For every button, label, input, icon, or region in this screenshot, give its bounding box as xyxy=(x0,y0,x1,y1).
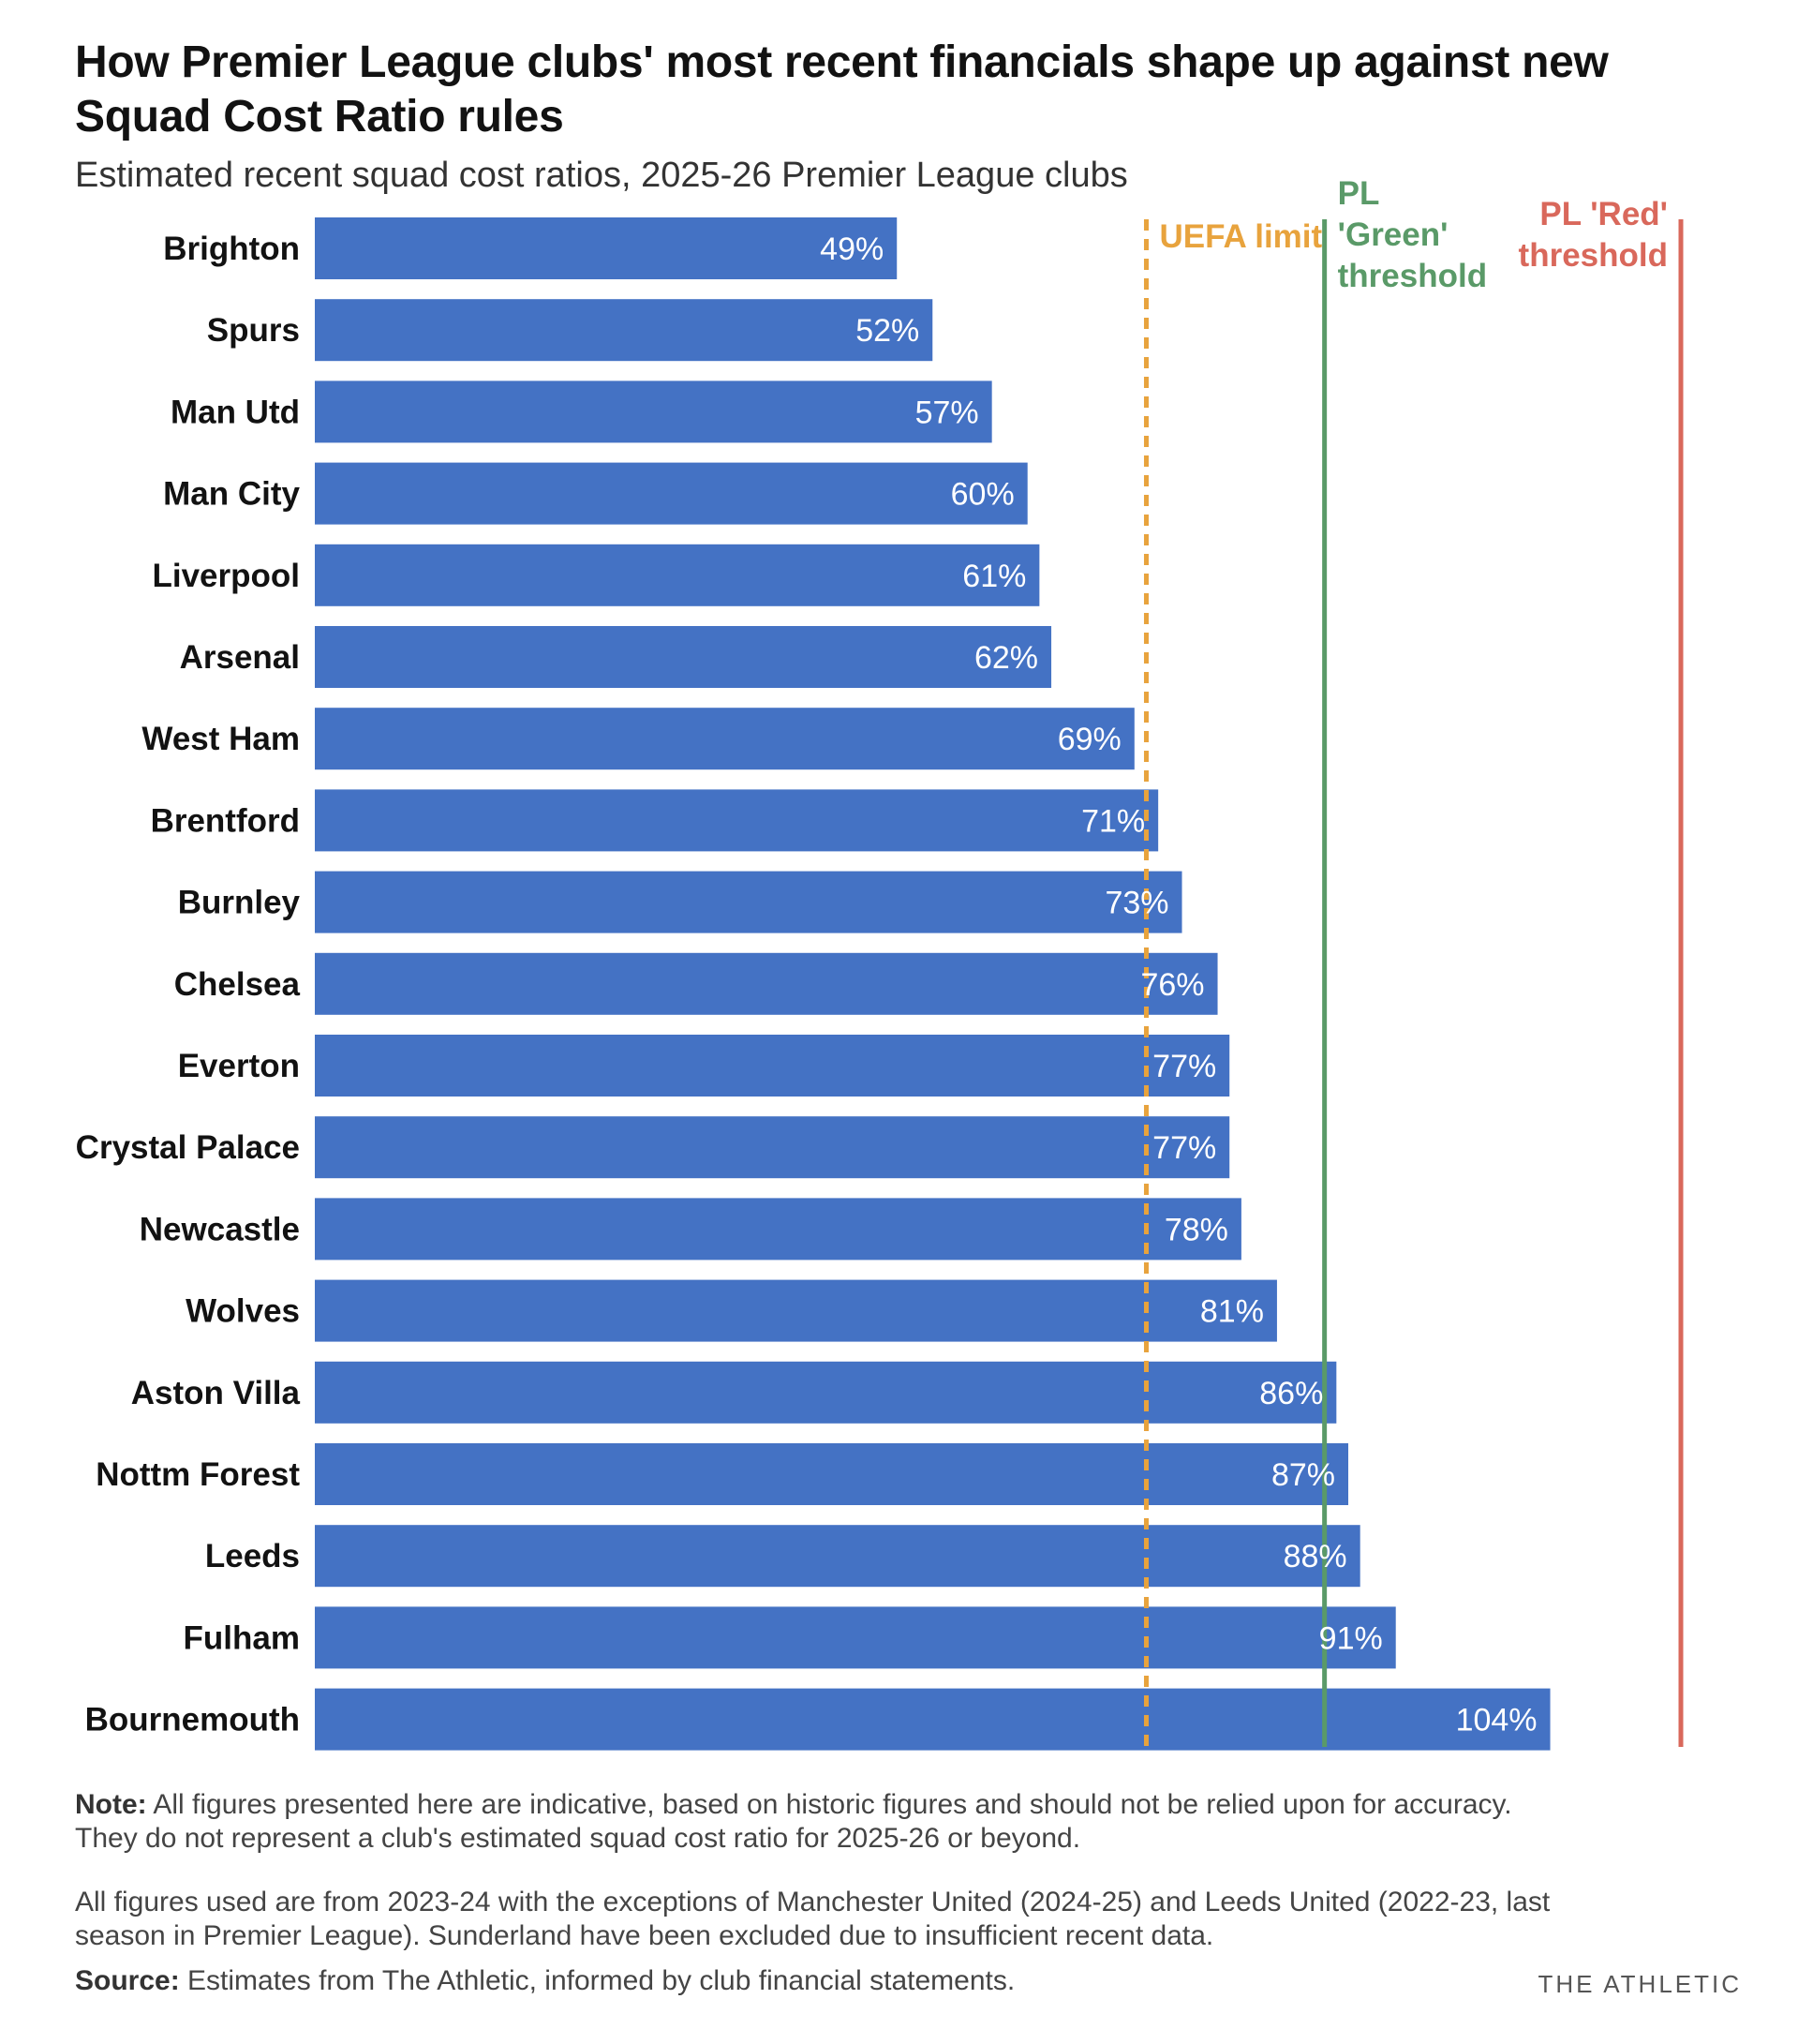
chart-source: Source: Estimates from The Athletic, inf… xyxy=(75,1964,1574,1998)
value-label-16: 88% xyxy=(1284,1539,1347,1574)
reference-line-label-1-line-2: threshold xyxy=(1338,258,1487,294)
reference-line-label-1-line-1: 'Green' xyxy=(1338,216,1449,253)
category-label-13: Wolves xyxy=(186,1293,300,1330)
source-prefix: Source: xyxy=(75,1965,180,1996)
category-label-9: Chelsea xyxy=(174,966,301,1003)
category-label-1: Spurs xyxy=(207,312,300,349)
bar-4 xyxy=(315,544,1040,606)
category-label-2: Man Utd xyxy=(171,394,300,430)
chart-subtitle: Estimated recent squad cost ratios, 2025… xyxy=(75,156,1128,195)
note-prefix: Note: xyxy=(75,1789,147,1820)
category-label-11: Crystal Palace xyxy=(76,1129,300,1166)
reference-line-label-0: UEFA limit xyxy=(1159,218,1322,255)
category-label-4: Liverpool xyxy=(152,558,300,594)
note-text: All figures presented here are indicativ… xyxy=(75,1789,1512,1854)
bar-7 xyxy=(315,789,1159,852)
bar-5 xyxy=(315,626,1052,688)
value-label-14: 86% xyxy=(1259,1376,1323,1411)
bar-16 xyxy=(315,1525,1360,1588)
bar-17 xyxy=(315,1606,1396,1669)
bar-14 xyxy=(315,1361,1337,1424)
value-label-1: 52% xyxy=(855,313,919,349)
reference-line-label-0-line-0: UEFA limit xyxy=(1159,218,1322,255)
publisher-logo: THE ATHLETIC xyxy=(1538,1970,1742,1998)
category-label-6: West Ham xyxy=(141,721,300,757)
category-label-18: Bournemouth xyxy=(85,1702,300,1738)
chart-note: Note: All figures presented here are ind… xyxy=(75,1788,1574,1856)
value-label-0: 49% xyxy=(820,231,884,267)
reference-line-label-1: PL 'Green' threshold xyxy=(1338,175,1487,294)
category-label-3: Man City xyxy=(163,476,300,513)
bar-15 xyxy=(315,1443,1349,1505)
category-label-5: Arsenal xyxy=(180,639,300,676)
reference-line-label-1-line-0: PL xyxy=(1338,175,1380,212)
value-label-7: 71% xyxy=(1081,803,1145,839)
category-label-17: Fulham xyxy=(184,1619,300,1656)
bar-1 xyxy=(315,299,933,362)
bar-11 xyxy=(315,1116,1230,1179)
value-label-4: 61% xyxy=(962,559,1026,594)
bar-9 xyxy=(315,952,1218,1015)
value-label-9: 76% xyxy=(1140,967,1204,1003)
value-label-10: 77% xyxy=(1152,1049,1216,1084)
bar-3 xyxy=(315,462,1028,525)
bar-chart: Brighton 49% Spurs 52% Man Utd 57% Man City 60%… xyxy=(76,175,1684,1751)
category-label-10: Everton xyxy=(178,1048,300,1084)
category-label-12: Newcastle xyxy=(140,1211,300,1247)
source-text: Estimates from The Athletic, informed by… xyxy=(179,1965,1016,1996)
value-label-2: 57% xyxy=(915,395,979,430)
value-label-12: 78% xyxy=(1165,1212,1228,1247)
bar-8 xyxy=(315,871,1182,933)
bar-18 xyxy=(315,1688,1551,1751)
bar-12 xyxy=(315,1198,1241,1261)
category-label-16: Leeds xyxy=(205,1538,300,1574)
bar-6 xyxy=(315,708,1135,770)
value-label-6: 69% xyxy=(1058,722,1122,757)
reference-line-label-2-line-0: PL 'Red' xyxy=(1539,196,1668,232)
category-label-7: Brentford xyxy=(151,802,300,839)
bar-2 xyxy=(315,380,992,443)
bar-0 xyxy=(315,217,898,279)
value-label-18: 104% xyxy=(1456,1703,1538,1738)
chart-exceptions-note: All figures used are from 2023-24 with t… xyxy=(75,1887,1551,1951)
value-label-15: 87% xyxy=(1271,1457,1335,1493)
value-label-5: 62% xyxy=(974,640,1038,676)
chart-title: How Premier League clubs' most recent fi… xyxy=(75,37,1609,142)
value-label-11: 77% xyxy=(1152,1130,1216,1166)
bar-13 xyxy=(315,1279,1277,1342)
reference-line-label-2-line-1: threshold xyxy=(1519,237,1668,274)
category-label-0: Brighton xyxy=(163,231,300,267)
category-label-8: Burnley xyxy=(178,885,301,921)
value-label-13: 81% xyxy=(1200,1294,1264,1330)
reference-line-label-2: PL 'Red' threshold xyxy=(1519,196,1668,274)
value-label-8: 73% xyxy=(1105,886,1168,921)
value-label-17: 91% xyxy=(1319,1620,1383,1656)
category-label-15: Nottm Forest xyxy=(96,1456,300,1493)
category-label-14: Aston Villa xyxy=(131,1375,301,1411)
value-label-3: 60% xyxy=(951,477,1015,513)
bar-10 xyxy=(315,1035,1230,1097)
